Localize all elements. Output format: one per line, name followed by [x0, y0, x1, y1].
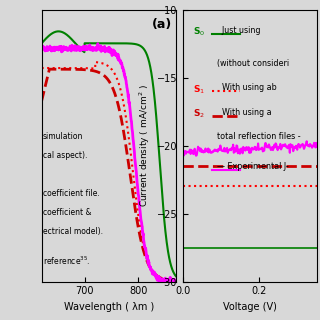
- X-axis label: Voltage (V): Voltage (V): [223, 302, 276, 312]
- Text: With using a: With using a: [218, 108, 272, 116]
- Text: ectrical model).: ectrical model).: [43, 227, 103, 236]
- Y-axis label: Current density ( mA/cm$^2$ ): Current density ( mA/cm$^2$ ): [137, 84, 151, 207]
- Text: total reflection files -: total reflection files -: [218, 132, 301, 141]
- Text: reference$^{35}$.: reference$^{35}$.: [43, 254, 91, 267]
- Text: S$_0$: S$_0$: [193, 26, 205, 38]
- Text: (without consideri: (without consideri: [218, 59, 290, 68]
- Text: Just using: Just using: [218, 26, 261, 35]
- Text: coefficient &: coefficient &: [43, 208, 92, 217]
- X-axis label: Wavelength ( λm ): Wavelength ( λm ): [64, 302, 154, 312]
- Text: — Experimental J-: — Experimental J-: [218, 162, 289, 171]
- Text: (a): (a): [152, 18, 172, 31]
- Text: simulation: simulation: [43, 132, 83, 141]
- Text: S$_1$: S$_1$: [193, 83, 205, 96]
- Text: With using ab: With using ab: [218, 83, 277, 92]
- Text: coefficient file.: coefficient file.: [43, 189, 100, 198]
- Text: S$_2$: S$_2$: [193, 108, 205, 120]
- Text: cal aspect).: cal aspect).: [43, 151, 87, 160]
